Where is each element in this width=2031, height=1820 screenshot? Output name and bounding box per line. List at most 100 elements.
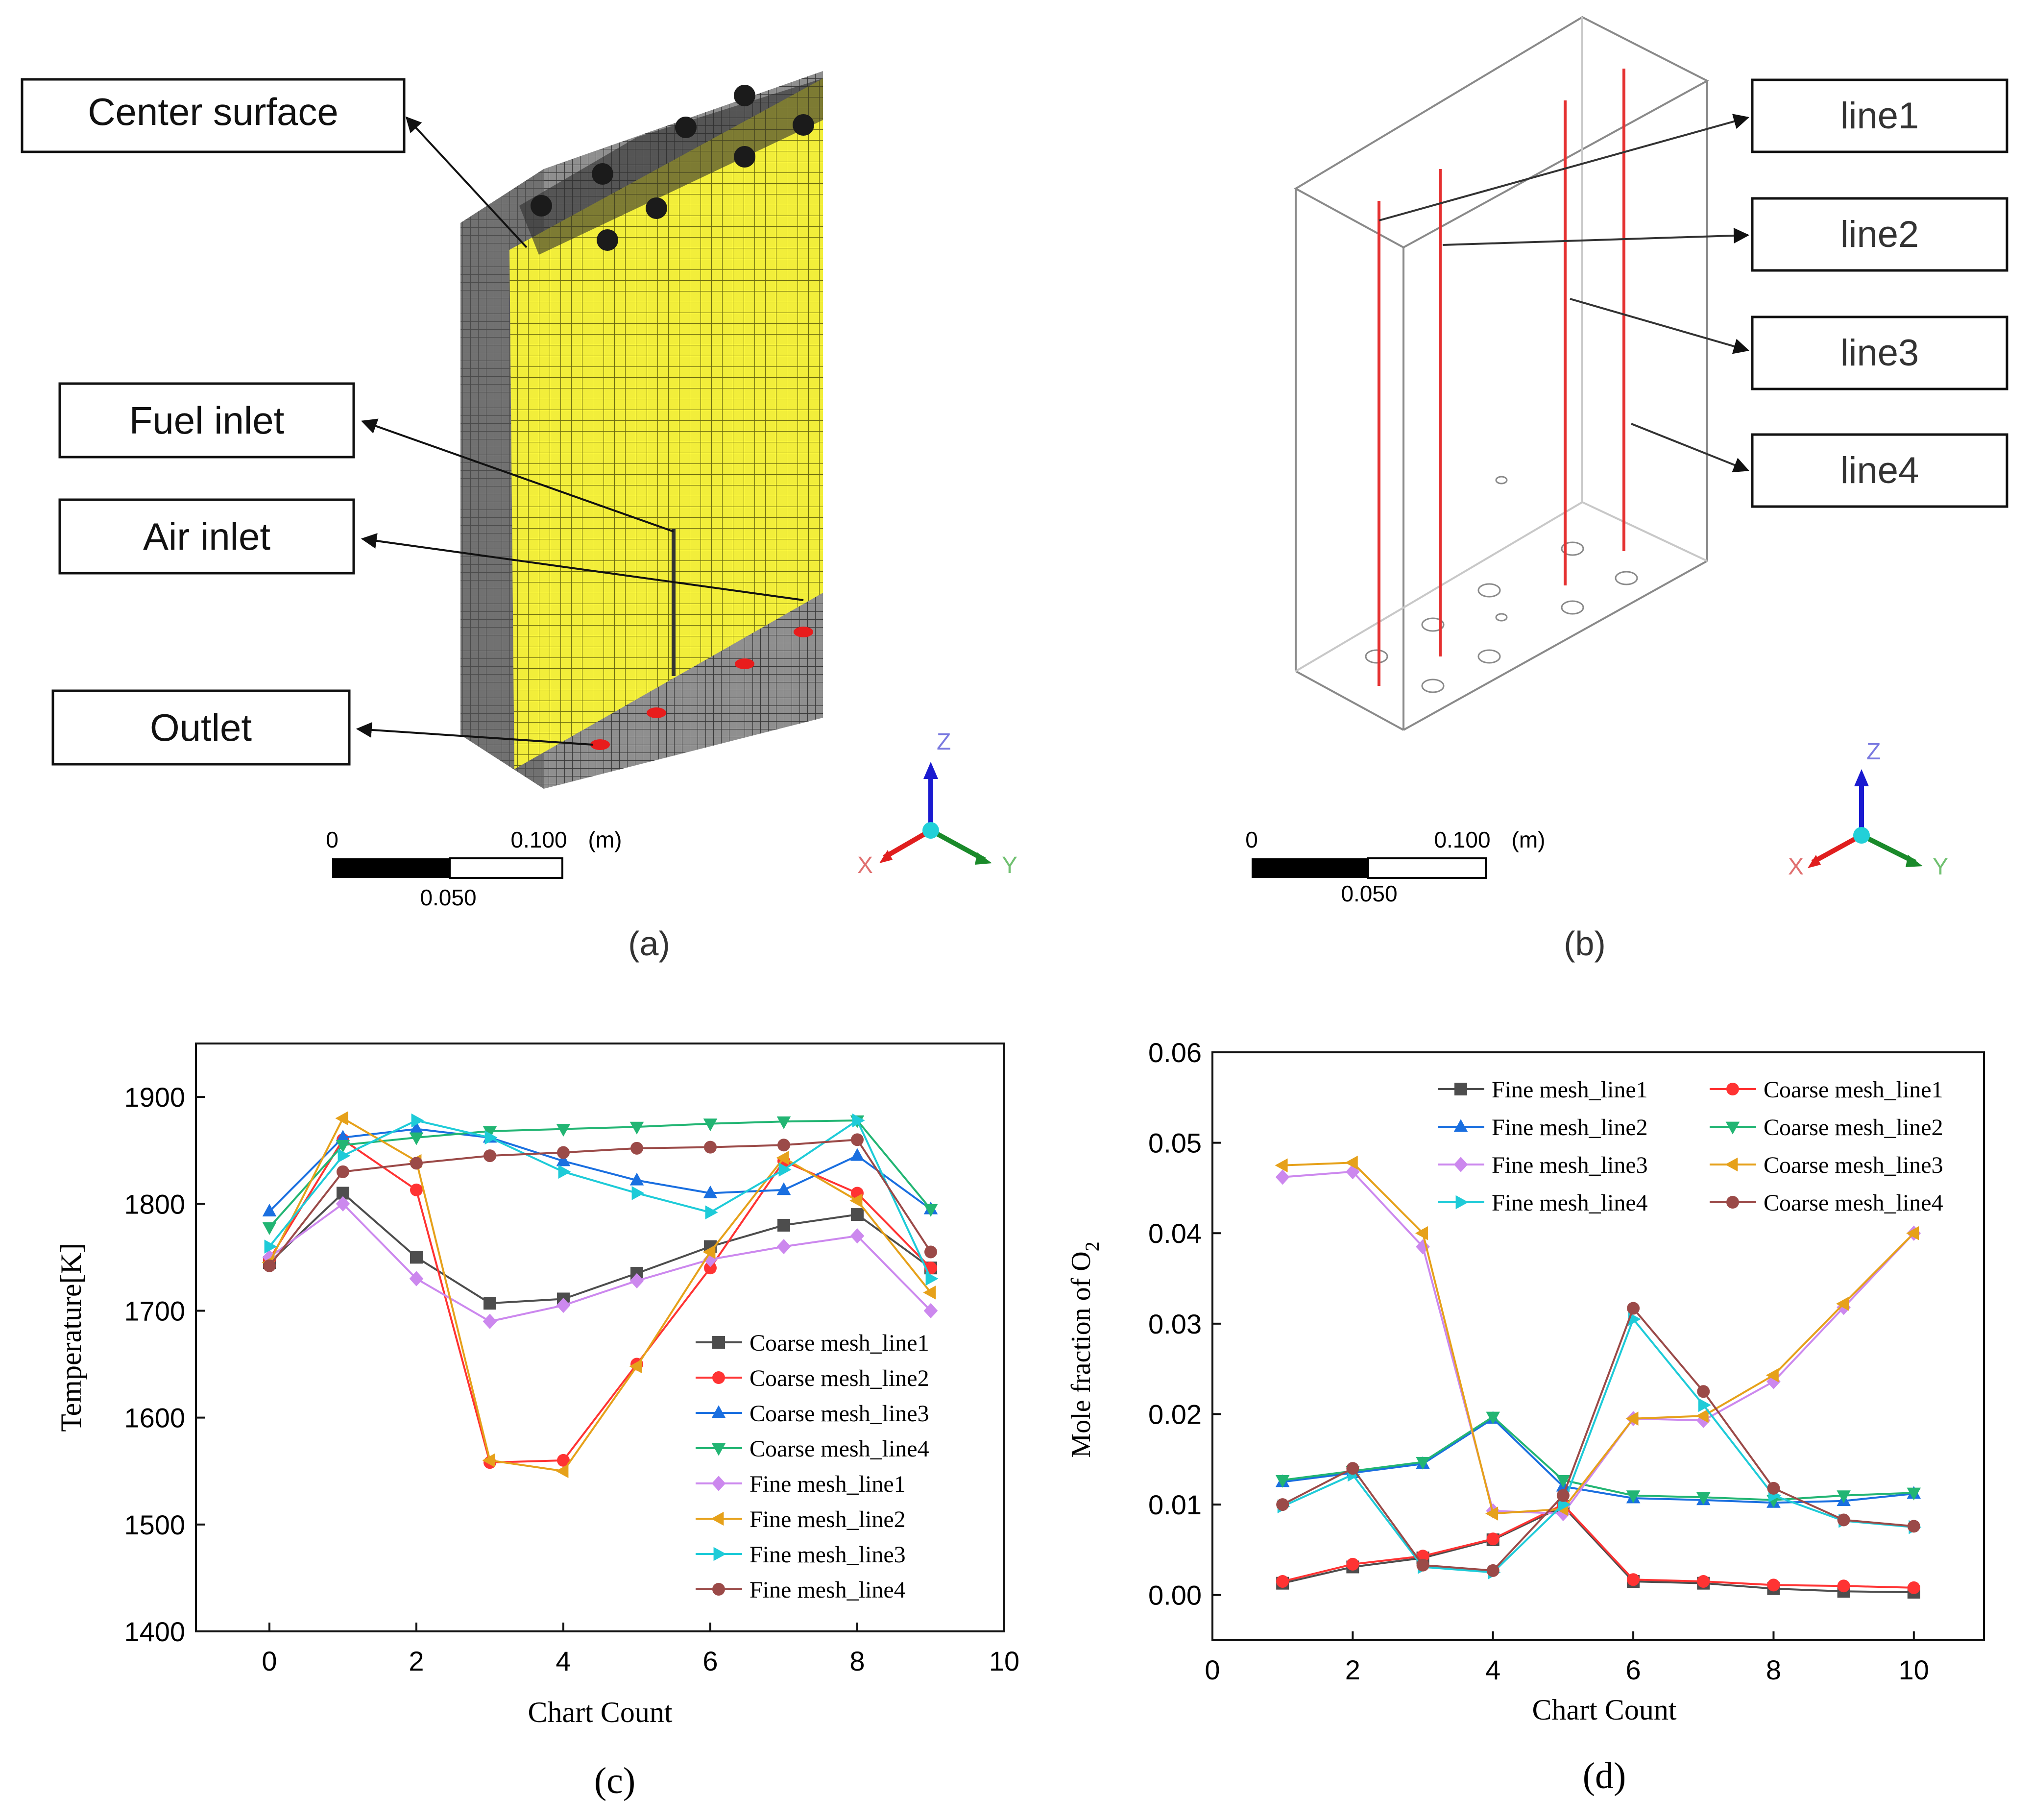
chart-c-data-point bbox=[703, 1118, 718, 1132]
chart-d-ylabel: Mole fraction of O2 bbox=[1066, 1241, 1103, 1457]
label-air-inlet: Air inlet bbox=[58, 498, 355, 575]
chart-c-data-point bbox=[630, 1141, 643, 1155]
label-center-surface: Center surface bbox=[21, 78, 406, 153]
chart-c-data-point bbox=[629, 1172, 644, 1186]
chart-c-xtick-label: 4 bbox=[556, 1646, 571, 1676]
chart-d-legend-label: Fine mesh_line4 bbox=[1492, 1190, 1648, 1216]
chart-d-legend-label: Coarse mesh_line1 bbox=[1764, 1077, 1943, 1103]
chart-c-legend-label: Fine mesh_line1 bbox=[750, 1471, 906, 1497]
chart-c-frame bbox=[195, 1043, 1005, 1632]
chart-c-data-point bbox=[705, 1205, 718, 1220]
svg-text:Air inlet: Air inlet bbox=[143, 515, 270, 558]
chart-d-xtick-label: 8 bbox=[1766, 1654, 1781, 1685]
chart-c-series-line bbox=[268, 1202, 932, 1323]
chart-d-legend-item: Fine mesh_line3 bbox=[1438, 1152, 1648, 1178]
chart-c-data-point bbox=[409, 1132, 424, 1145]
chart-c-legend-marker bbox=[711, 1476, 726, 1491]
chart-d-series-line bbox=[1282, 1306, 1914, 1572]
scale-bar-b: 0 0.100 (m) 0.050 bbox=[1245, 827, 1545, 906]
chart-c-data-point bbox=[852, 1113, 865, 1128]
chart-d-data-point bbox=[1345, 1155, 1358, 1170]
chart-c-data-point bbox=[776, 1238, 791, 1255]
chart-d-legend-label: Fine mesh_line1 bbox=[1492, 1077, 1648, 1103]
chart-c-data-point bbox=[703, 1185, 718, 1198]
svg-text:Y: Y bbox=[1002, 852, 1017, 878]
chart-d-legend-marker bbox=[1454, 1083, 1467, 1095]
chart-d-data-point bbox=[1275, 1169, 1290, 1185]
axis-triad-a: Z X Y bbox=[857, 729, 1017, 878]
chart-c-ytick-label: 1900 bbox=[124, 1082, 185, 1113]
chart-d-legend-label: Coarse mesh_line4 bbox=[1764, 1190, 1943, 1216]
chart-d-data-point bbox=[1765, 1368, 1779, 1383]
chart-d-data-point bbox=[1907, 1581, 1920, 1594]
chart-c-legend-label: Fine mesh_line3 bbox=[750, 1542, 906, 1568]
chart-c-data-point bbox=[778, 1163, 792, 1177]
chart-d-xtick-label: 2 bbox=[1345, 1654, 1360, 1685]
chart-c-data-point bbox=[411, 1113, 424, 1128]
chart-c-legend-item: Fine mesh_line4 bbox=[696, 1577, 906, 1603]
chart-c-data-point bbox=[410, 1251, 423, 1264]
chart-c-data-point bbox=[850, 1228, 865, 1244]
chart-d-series-line bbox=[1282, 1505, 1914, 1594]
svg-text:X: X bbox=[857, 852, 873, 878]
caption-a: (a) bbox=[628, 924, 670, 963]
chart-d-x-axis: 0 2 4 6 8 10 bbox=[1205, 1631, 1929, 1685]
chart-c-data-point bbox=[704, 1262, 717, 1275]
chart-c-data-point bbox=[629, 1359, 642, 1374]
chart-d-ytick-label: 0.03 bbox=[1148, 1309, 1202, 1339]
chart-c-data-point bbox=[262, 1222, 277, 1235]
chart-d-ytick-label: 0.04 bbox=[1148, 1218, 1202, 1249]
chart-c-data-point bbox=[777, 1139, 790, 1152]
chart-c-data-point bbox=[776, 1182, 791, 1195]
svg-text:line1: line1 bbox=[1840, 95, 1919, 137]
chart-c-data-point bbox=[337, 1165, 349, 1178]
chart-c-legend-marker bbox=[711, 1511, 724, 1526]
chart-d-series-line bbox=[1282, 1317, 1914, 1574]
chart-d-data-point bbox=[1696, 1412, 1711, 1428]
chart-d-xtick-label: 6 bbox=[1626, 1654, 1641, 1685]
chart-c-series-line bbox=[268, 1128, 932, 1212]
chart-d-data-point bbox=[1486, 1411, 1500, 1425]
chart-d-legend-marker bbox=[1725, 1157, 1738, 1172]
chart-d-data-point bbox=[1697, 1575, 1710, 1588]
pointer-air-inlet bbox=[361, 533, 804, 601]
chart-c-data-point bbox=[483, 1126, 497, 1139]
chart-c-legend-label: Coarse mesh_line1 bbox=[750, 1330, 929, 1356]
chart-d-legend-marker bbox=[1726, 1196, 1739, 1209]
label-line1: line1 bbox=[1751, 78, 2008, 153]
chart-c-data-point bbox=[482, 1453, 495, 1468]
domain-holes bbox=[1365, 476, 1638, 693]
center-surface-plane bbox=[509, 78, 823, 769]
chart-c-legend-item: Fine mesh_line1 bbox=[696, 1471, 906, 1497]
chart-d-series-4 bbox=[1275, 1411, 1921, 1508]
chart-d-ytick-label: 0.02 bbox=[1148, 1399, 1202, 1430]
chart-c-data-point bbox=[776, 1151, 789, 1165]
chart-c-legend-label: Fine mesh_line2 bbox=[750, 1506, 906, 1532]
chart-d-data-point bbox=[1767, 1578, 1780, 1592]
chart-c-data-point bbox=[629, 1121, 644, 1135]
pointer-outlet bbox=[356, 722, 593, 746]
chart-c-series bbox=[262, 1111, 939, 1479]
chart-d-series-line bbox=[1282, 1170, 1915, 1515]
svg-text:(m): (m) bbox=[588, 827, 622, 852]
svg-text:0.050: 0.050 bbox=[420, 885, 476, 910]
chart-c-xtick-label: 6 bbox=[702, 1646, 718, 1676]
chart-c-legend-item: Coarse mesh_line3 bbox=[696, 1401, 929, 1427]
chart-d-legend-item: Coarse mesh_line4 bbox=[1710, 1190, 1943, 1216]
chart-d-ytick-label: 0.00 bbox=[1148, 1580, 1202, 1611]
chart-d-data-point bbox=[1556, 1489, 1570, 1502]
label-line4: line4 bbox=[1751, 433, 2008, 508]
pointer-center-surface bbox=[405, 116, 528, 248]
chart-c-series-line bbox=[268, 1119, 932, 1228]
chart-d-y-axis: 0.00 0.01 0.02 0.03 0.04 0.05 0.06 bbox=[1148, 1037, 1221, 1611]
svg-text:X: X bbox=[1788, 854, 1804, 880]
caption-b: (b) bbox=[1564, 924, 1606, 963]
chart-c-legend-marker bbox=[711, 1405, 726, 1418]
top-mesh-region bbox=[519, 78, 823, 255]
chart-d-data-point bbox=[1837, 1579, 1850, 1593]
chart-d-data-point bbox=[1836, 1296, 1849, 1311]
chart-c-ytick-label: 1600 bbox=[124, 1403, 185, 1433]
chart-c-data-point bbox=[556, 1464, 569, 1479]
chart-d-data-point bbox=[1906, 1226, 1919, 1240]
